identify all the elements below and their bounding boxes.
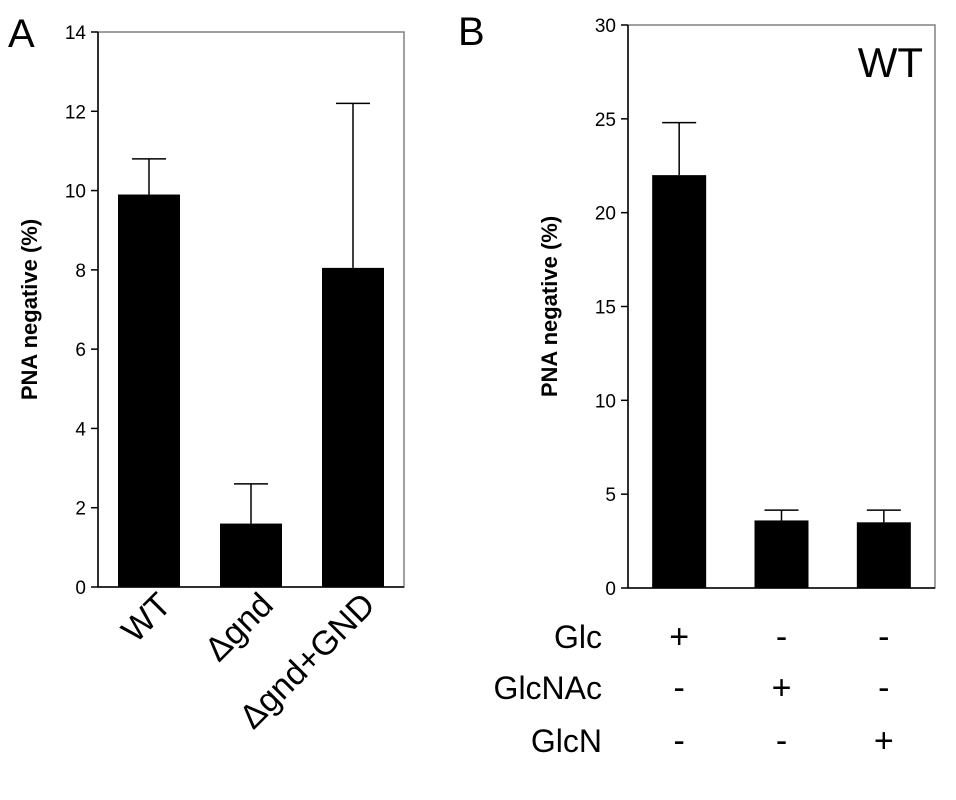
y-tick-label: 4 — [75, 419, 86, 440]
y-tick-label: 5 — [605, 485, 616, 506]
y-tick-label: 0 — [605, 579, 616, 600]
y-tick-label: 2 — [75, 499, 86, 520]
panel-letter: A — [8, 12, 35, 56]
bar — [220, 523, 282, 587]
condition-label: Glc — [554, 619, 602, 655]
category-label: WT — [114, 586, 178, 650]
condition-sign: - — [674, 722, 685, 760]
y-axis-label: PNA negative (%) — [17, 219, 42, 400]
panel-annotation: WT — [858, 39, 923, 86]
condition-sign: - — [674, 669, 685, 707]
y-tick-label: 20 — [595, 204, 616, 225]
bar — [322, 267, 384, 587]
condition-label: GlcN — [531, 723, 602, 759]
panel-b: 0 5 10 15 20 25 30 PNA negative (%) B WT Glc + - - Glc… — [458, 10, 936, 760]
category-label: Δgnd — [198, 586, 281, 669]
bar — [652, 175, 707, 588]
y-tick-label: 0 — [75, 578, 86, 599]
condition-sign: - — [878, 618, 889, 656]
y-tick-label: 10 — [65, 182, 86, 203]
y-tick-label: 6 — [75, 340, 86, 361]
y-tick-label: 25 — [595, 110, 616, 131]
y-tick-label: 12 — [65, 102, 86, 123]
condition-sign: - — [776, 618, 787, 656]
y-tick-label: 14 — [65, 23, 87, 44]
condition-sign: + — [669, 618, 689, 656]
condition-label: GlcNAc — [494, 670, 602, 706]
condition-sign: + — [772, 669, 792, 707]
y-tick-label: 10 — [595, 391, 616, 412]
y-tick-label: 8 — [75, 261, 86, 282]
condition-sign: - — [776, 722, 787, 760]
bar — [118, 194, 180, 588]
y-tick-label: 30 — [595, 16, 616, 37]
bar — [754, 520, 809, 588]
panel-letter: B — [458, 10, 485, 54]
y-tick-label: 15 — [595, 298, 616, 319]
condition-sign: + — [874, 722, 894, 760]
bar — [856, 522, 911, 588]
condition-sign: - — [878, 669, 889, 707]
y-axis-label: PNA negative (%) — [537, 216, 562, 397]
